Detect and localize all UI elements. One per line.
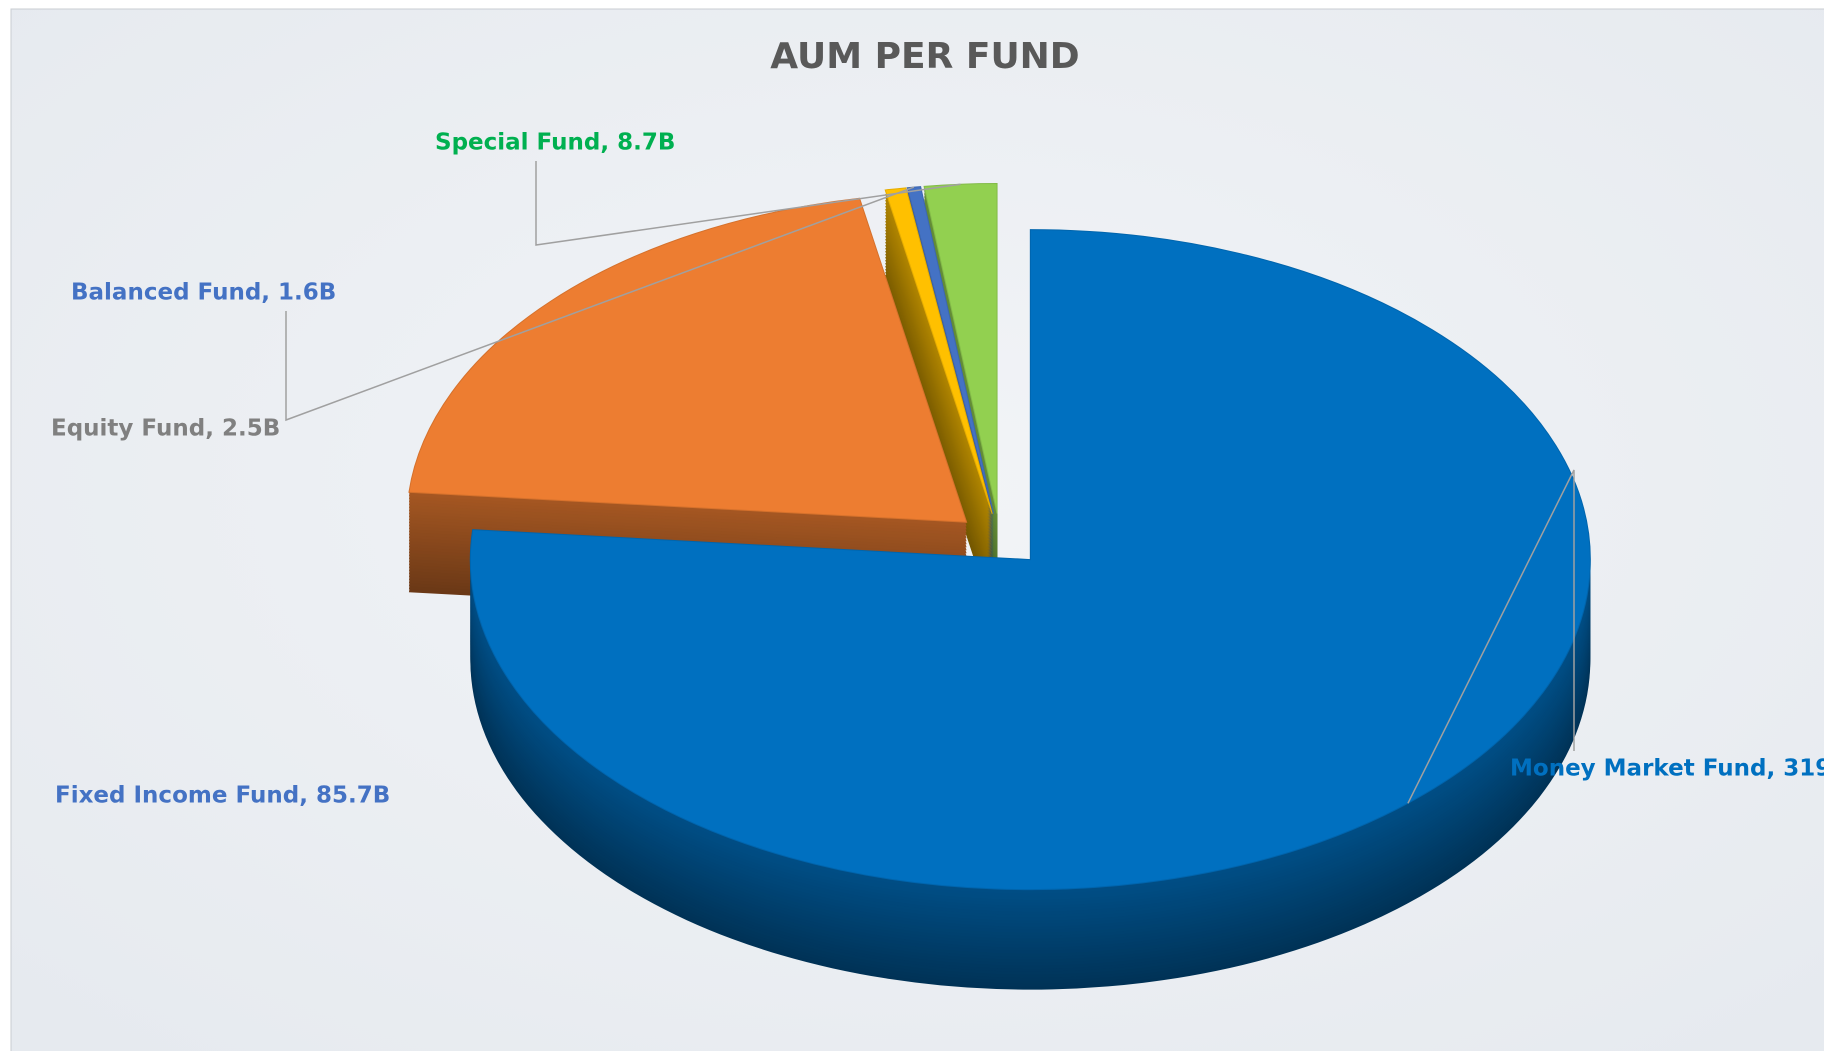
slice-side: [885, 242, 993, 569]
slice-side: [885, 221, 993, 548]
slice-side: [885, 200, 993, 527]
slice-side: [885, 254, 993, 581]
slice-side: [885, 236, 993, 563]
slice-side: [885, 215, 993, 542]
slice: [923, 183, 998, 514]
slice: [408, 197, 968, 523]
chart-title: AUM PER FUND: [770, 36, 1079, 77]
slice-side: [885, 203, 993, 530]
slice-side: [885, 194, 993, 521]
slice: [884, 187, 993, 515]
data-label: Special Fund, 8.7B: [435, 130, 675, 156]
slice-side: [885, 257, 993, 584]
slice-side: [885, 263, 993, 590]
slice-side: [885, 224, 993, 551]
leader-line: [535, 161, 961, 246]
slice-side: [885, 239, 993, 566]
slice-side: [885, 212, 993, 539]
leader-line: [285, 186, 915, 422]
slice-side: [885, 260, 993, 587]
slice-side: [885, 245, 993, 572]
slice-side: [885, 233, 993, 560]
slice-side: [885, 206, 993, 533]
data-label: Balanced Fund, 1.6B: [71, 280, 336, 306]
data-label: Money Market Fund, 319.7B: [1510, 756, 1824, 782]
slice-side: [885, 230, 993, 557]
slice-side: [885, 269, 993, 596]
leader-line: [1407, 469, 1575, 804]
slice-side: [885, 197, 993, 524]
slice-side: [885, 251, 993, 578]
slice-side: [885, 209, 993, 536]
slice-side: [885, 227, 993, 554]
slice-side: [885, 266, 993, 593]
slice-side: [885, 191, 993, 518]
data-label: Fixed Income Fund, 85.7B: [55, 783, 390, 809]
slice-side: [885, 218, 993, 545]
slice-side: [885, 248, 993, 575]
data-label: Equity Fund, 2.5B: [51, 416, 280, 442]
